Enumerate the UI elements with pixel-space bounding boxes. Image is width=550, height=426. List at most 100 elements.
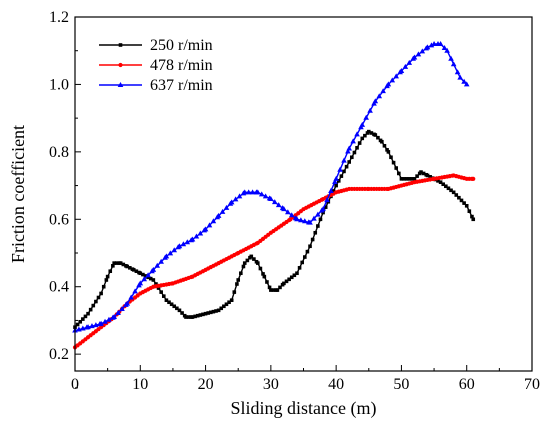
data-point	[441, 182, 446, 187]
data-point	[137, 280, 144, 286]
data-point	[236, 278, 241, 282]
data-point	[227, 300, 231, 305]
data-point	[332, 178, 338, 184]
data-point	[461, 78, 467, 84]
data-point	[457, 195, 461, 200]
data-point	[258, 191, 265, 197]
data-point	[118, 43, 123, 47]
data-point	[342, 169, 346, 174]
data-point	[288, 212, 295, 218]
legend-entry: 478 r/min	[99, 57, 213, 74]
data-point	[454, 69, 461, 75]
data-point	[81, 317, 85, 321]
data-point	[463, 81, 470, 87]
data-point	[177, 308, 182, 313]
data-point	[437, 40, 444, 46]
y-tick-label: 0.8	[49, 144, 69, 161]
data-point	[106, 316, 112, 322]
data-point	[372, 98, 379, 104]
data-point	[161, 294, 166, 298]
x-tick-label: 10	[132, 376, 148, 393]
data-point	[214, 309, 218, 313]
data-point	[228, 199, 235, 205]
data-point	[297, 266, 302, 270]
data-point	[320, 206, 326, 212]
data-point	[210, 218, 217, 224]
legend-label: 637 r/min	[150, 77, 213, 94]
data-point	[382, 143, 387, 148]
series-2	[72, 173, 476, 350]
data-point	[310, 237, 315, 242]
x-tick-label: 50	[393, 376, 409, 393]
data-point	[245, 258, 250, 263]
data-point	[282, 281, 286, 286]
data-point	[180, 311, 184, 315]
data-point	[159, 290, 163, 294]
data-point	[385, 81, 392, 87]
data-point	[256, 261, 260, 265]
data-point	[211, 309, 216, 314]
data-point	[454, 193, 459, 197]
data-point	[154, 282, 158, 286]
data-point	[300, 260, 304, 265]
data-point	[275, 288, 280, 292]
data-point	[132, 288, 138, 294]
data-point	[373, 133, 378, 137]
legend-label: 250 r/min	[150, 37, 213, 54]
series-1	[73, 129, 476, 329]
data-point	[444, 184, 448, 189]
data-point	[287, 277, 291, 282]
data-point	[172, 304, 177, 309]
data-point	[169, 302, 174, 307]
series-3	[72, 40, 470, 333]
data-point	[359, 121, 366, 127]
data-point	[128, 294, 134, 300]
data-point	[331, 189, 336, 193]
data-point	[108, 269, 113, 274]
data-point	[186, 315, 191, 319]
data-point	[164, 298, 169, 302]
data-point	[303, 255, 307, 259]
x-tick-label: 40	[328, 376, 344, 393]
data-point	[206, 311, 210, 315]
data-point	[357, 141, 362, 145]
data-point	[369, 131, 374, 135]
axis-ticks: 0 10 20 30 40 50 60 70 0.2 0.4 0.6 0.8 1.0 1.2	[49, 9, 540, 393]
data-point	[311, 215, 317, 221]
data-point	[236, 193, 243, 199]
data-point	[402, 63, 409, 69]
data-point	[404, 177, 409, 181]
data-point	[202, 226, 209, 232]
data-point	[193, 314, 197, 319]
data-point	[117, 82, 124, 87]
data-point	[241, 189, 248, 195]
data-point	[411, 54, 418, 60]
data-point	[313, 230, 318, 235]
legend: 250 r/min 478 r/min 637 r/min	[99, 37, 213, 94]
data-point	[111, 264, 115, 268]
data-point	[216, 308, 221, 313]
data-point	[386, 150, 391, 154]
data-point	[232, 290, 237, 294]
data-point	[421, 171, 426, 176]
data-point	[380, 139, 384, 144]
data-point	[118, 62, 123, 68]
data-point	[284, 279, 289, 284]
data-point	[262, 274, 267, 279]
y-axis-label: Friction coefficient	[8, 125, 28, 263]
data-point	[143, 274, 148, 278]
y-tick-label: 1.0	[49, 76, 69, 93]
data-point	[167, 300, 171, 305]
data-point	[86, 311, 90, 316]
data-point	[406, 59, 413, 65]
x-tick-label: 70	[524, 376, 540, 393]
data-point	[98, 320, 104, 326]
data-point	[376, 135, 380, 140]
data-point	[242, 261, 247, 265]
data-point	[249, 189, 256, 195]
data-point	[333, 175, 339, 181]
data-point	[112, 261, 116, 265]
data-point	[399, 177, 404, 181]
data-point	[328, 187, 334, 193]
